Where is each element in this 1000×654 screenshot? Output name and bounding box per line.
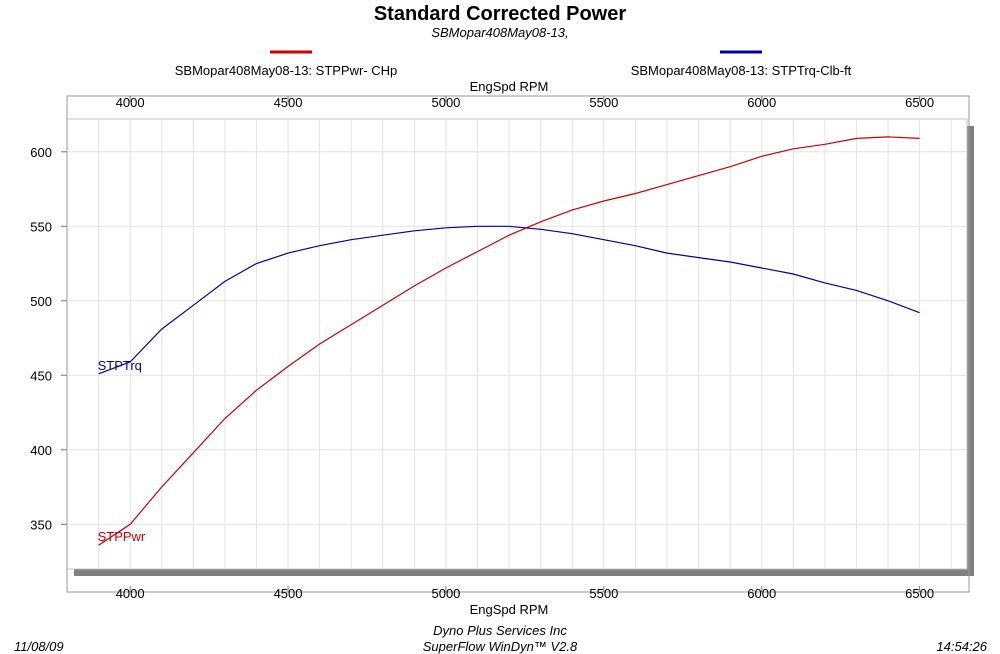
x-axis-title-bottom: EngSpd RPM bbox=[470, 602, 549, 617]
x-tick-label-bottom: 6500 bbox=[905, 586, 934, 601]
x-tick-label-bottom: 5500 bbox=[589, 586, 618, 601]
chart-subtitle: SBMopar408May08-13, bbox=[431, 25, 568, 40]
footer-software: SuperFlow WinDyn™ V2.8 bbox=[423, 639, 578, 654]
x-tick-label-top: 4500 bbox=[274, 95, 303, 110]
x-tick-label-top: 6500 bbox=[905, 95, 934, 110]
footer-date: 11/08/09 bbox=[14, 639, 64, 654]
series-line-stppwr bbox=[98, 136, 920, 546]
x-tick-label-bottom: 4500 bbox=[274, 586, 303, 601]
plot-area bbox=[66, 118, 968, 570]
series-lines bbox=[98, 136, 920, 546]
legend-label-torque: SBMopar408May08-13: STPTrq-Clb-ft bbox=[631, 63, 852, 78]
x-axis-title-top: EngSpd RPM bbox=[470, 79, 549, 94]
x-tick-label-top: 5000 bbox=[431, 95, 460, 110]
footer-company: Dyno Plus Services Inc bbox=[433, 623, 567, 638]
series-label-stppwr: STPPwr bbox=[98, 529, 146, 544]
series-label-stptrq: STPTrq bbox=[98, 358, 142, 373]
y-tick-label: 450 bbox=[30, 368, 52, 383]
series-line-stptrq bbox=[98, 225, 920, 375]
axis-frame bbox=[66, 95, 970, 593]
x-tick-label-bottom: 4000 bbox=[116, 586, 145, 601]
y-tick-label: 550 bbox=[30, 219, 52, 234]
legend-label-power: SBMopar408May08-13: STPPwr- CHp bbox=[175, 63, 398, 78]
y-tick-label: 500 bbox=[30, 294, 52, 309]
x-tick-label-bottom: 6000 bbox=[747, 586, 776, 601]
y-tick-label: 350 bbox=[30, 517, 52, 532]
axis-ticks: 4000 4000 4500 4500 5000 5000 5500 5500 6000 6000… bbox=[30, 95, 934, 601]
y-tick-label: 600 bbox=[30, 145, 52, 160]
series-labels: STPPwr STPTrq bbox=[98, 358, 146, 544]
x-tick-label-bottom: 5000 bbox=[431, 586, 460, 601]
x-tick-label-top: 5500 bbox=[589, 95, 618, 110]
footer-time: 14:54:26 bbox=[936, 639, 987, 654]
x-tick-label-top: 6000 bbox=[747, 95, 776, 110]
x-tick-label-top: 4000 bbox=[116, 95, 145, 110]
y-tick-label: 400 bbox=[30, 443, 52, 458]
chart-title: Standard Corrected Power bbox=[374, 3, 627, 25]
